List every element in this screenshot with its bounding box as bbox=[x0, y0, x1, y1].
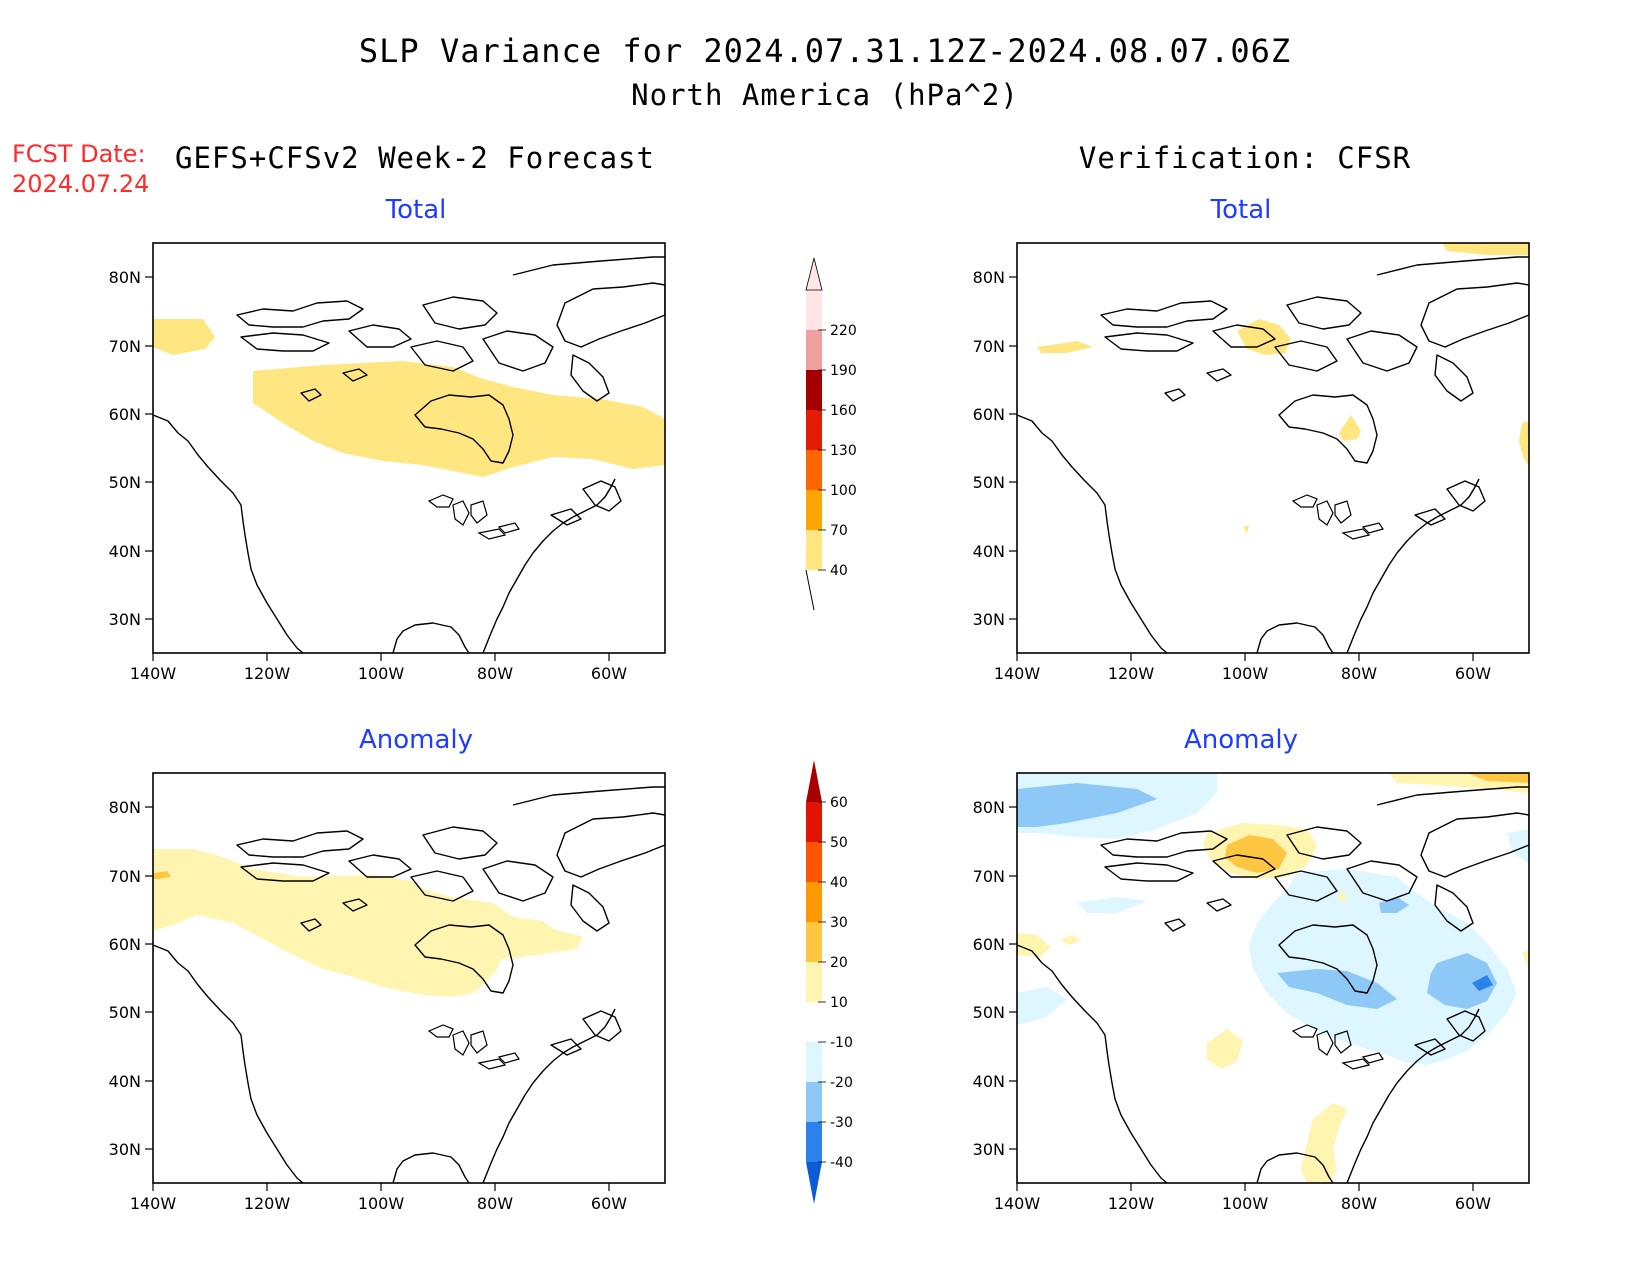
anomaly-colorbar-label: 20 bbox=[830, 955, 848, 971]
total-colorbar-label: 100 bbox=[830, 483, 857, 499]
lon-tick-label: 80W bbox=[477, 664, 513, 683]
lat-tick-label: 50N bbox=[109, 1003, 141, 1022]
lon-tick-label: 100W bbox=[358, 664, 405, 683]
lat-tick-label: 50N bbox=[973, 473, 1005, 492]
total-colorbar-label: 190 bbox=[830, 363, 857, 379]
lat-tick-label: 60N bbox=[109, 405, 141, 424]
lat-tick-label: 70N bbox=[109, 337, 141, 356]
lat-tick-label: 30N bbox=[109, 1140, 141, 1159]
lat-tick-label: 60N bbox=[109, 935, 141, 954]
lat-tick-label: 80N bbox=[109, 268, 141, 287]
anomaly-colorbar-label: -10 bbox=[830, 1035, 853, 1051]
total-colorbar-bottom-arrow bbox=[805, 569, 815, 611]
anomaly-colorbar-label: 40 bbox=[830, 875, 848, 891]
total-colorbar-box bbox=[806, 330, 822, 370]
forecast-column-title: GEFS+CFSv2 Week-2 Forecast bbox=[175, 141, 655, 175]
lat-tick-label: 80N bbox=[973, 268, 1005, 287]
lon-tick-label: 120W bbox=[244, 1194, 291, 1213]
lat-tick-label: 40N bbox=[973, 1072, 1005, 1091]
lon-tick-label: 60W bbox=[1455, 664, 1491, 683]
lat-tick-label: 70N bbox=[973, 867, 1005, 886]
anomaly-colorbar-label: -40 bbox=[830, 1155, 853, 1171]
anomaly-colorbar-label: 10 bbox=[830, 995, 848, 1011]
lat-tick-label: 30N bbox=[973, 610, 1005, 629]
lon-tick-label: 80W bbox=[477, 1194, 513, 1213]
lon-tick-label: 140W bbox=[130, 1194, 177, 1213]
lon-tick-label: 60W bbox=[591, 664, 627, 683]
lat-tick-label: 30N bbox=[973, 1140, 1005, 1159]
lat-tick-label: 50N bbox=[973, 1003, 1005, 1022]
total-colorbar-box bbox=[806, 370, 822, 410]
lat-tick-label: 70N bbox=[973, 337, 1005, 356]
lon-tick-label: 140W bbox=[130, 664, 177, 683]
lon-tick-label: 100W bbox=[1222, 664, 1269, 683]
fcst-date-value: 2024.07.24 bbox=[12, 170, 149, 198]
total-colorbar-box bbox=[806, 450, 822, 490]
total-colorbar-box bbox=[806, 530, 822, 570]
verification-total-map bbox=[1016, 242, 1530, 654]
anomaly-colorbar-box bbox=[806, 842, 822, 882]
lat-tick-label: 80N bbox=[973, 798, 1005, 817]
anomaly-colorbar-label: -30 bbox=[830, 1115, 853, 1131]
anomaly-colorbar-box bbox=[806, 802, 822, 842]
anomaly-colorbar-box bbox=[806, 962, 822, 1002]
total-colorbar-box bbox=[806, 410, 822, 450]
lat-tick-label: 60N bbox=[973, 405, 1005, 424]
lon-tick-label: 120W bbox=[1108, 1194, 1155, 1213]
fcst-date-label: FCST Date: bbox=[12, 140, 146, 168]
lon-tick-label: 140W bbox=[994, 1194, 1041, 1213]
lon-tick-label: 80W bbox=[1341, 664, 1377, 683]
total-colorbar-label: 220 bbox=[830, 323, 857, 339]
lon-tick-label: 140W bbox=[994, 664, 1041, 683]
lat-tick-label: 40N bbox=[109, 542, 141, 561]
lat-tick-label: 40N bbox=[973, 542, 1005, 561]
total-colorbar-box bbox=[806, 490, 822, 530]
verification-anomaly-title: Anomaly bbox=[1184, 725, 1298, 755]
lon-tick-label: 100W bbox=[1222, 1194, 1269, 1213]
total-colorbar-label: 130 bbox=[830, 443, 857, 459]
anomaly-colorbar-label: -20 bbox=[830, 1075, 853, 1091]
anomaly-colorbar-box bbox=[806, 1122, 822, 1162]
verification-anomaly-map bbox=[1016, 772, 1530, 1184]
lon-tick-label: 100W bbox=[358, 1194, 405, 1213]
lat-tick-label: 30N bbox=[109, 610, 141, 629]
lon-tick-label: 120W bbox=[1108, 664, 1155, 683]
lat-tick-label: 50N bbox=[109, 473, 141, 492]
lon-tick-label: 60W bbox=[1455, 1194, 1491, 1213]
anomaly-colorbar-box bbox=[806, 882, 822, 922]
lat-tick-label: 80N bbox=[109, 798, 141, 817]
forecast-total-map bbox=[152, 242, 666, 654]
anomaly-colorbar-label: 30 bbox=[830, 915, 848, 931]
total-colorbar-label: 40 bbox=[830, 563, 848, 579]
forecast-anomaly-map bbox=[152, 772, 666, 1184]
anomaly-colorbar-box bbox=[806, 1042, 822, 1082]
total-colorbar-top-arrow bbox=[805, 257, 823, 291]
figure-title: SLP Variance for 2024.07.31.12Z-2024.08.… bbox=[359, 32, 1291, 70]
anomaly-colorbar-box bbox=[806, 922, 822, 962]
anomaly-colorbar-label: 50 bbox=[830, 835, 848, 851]
map-axes: 140W 120W 100W 80W 60W 80N 70N 60N 50N 40N 30N 140W… bbox=[109, 268, 1492, 1213]
verification-column-title: Verification: CFSR bbox=[1079, 141, 1411, 175]
figure-subtitle: North America (hPa^2) bbox=[631, 78, 1019, 112]
anomaly-colorbar-bottom-arrow bbox=[806, 1162, 822, 1204]
lat-tick-label: 40N bbox=[109, 1072, 141, 1091]
total-colorbar-box bbox=[806, 290, 822, 330]
lon-tick-label: 80W bbox=[1341, 1194, 1377, 1213]
anomaly-colorbar-top-arrow bbox=[806, 760, 822, 802]
forecast-anomaly-title: Anomaly bbox=[359, 725, 473, 755]
anomaly-colorbar-label: 60 bbox=[830, 795, 848, 811]
total-colorbar-label: 70 bbox=[830, 523, 848, 539]
anomaly-colorbar-box bbox=[806, 1082, 822, 1122]
anomaly-colorbar: -40 -30 -20 -10 10 20 30 40 50 60 bbox=[806, 760, 853, 1204]
lon-tick-label: 60W bbox=[591, 1194, 627, 1213]
total-colorbar: 40 70 100 130 160 190 220 bbox=[805, 257, 857, 611]
forecast-total-title: Total bbox=[385, 195, 447, 225]
lat-tick-label: 70N bbox=[109, 867, 141, 886]
lat-tick-label: 60N bbox=[973, 935, 1005, 954]
total-colorbar-label: 160 bbox=[830, 403, 857, 419]
verification-total-title: Total bbox=[1210, 195, 1272, 225]
anomaly-colorbar-box bbox=[806, 1002, 822, 1042]
lon-tick-label: 120W bbox=[244, 664, 291, 683]
